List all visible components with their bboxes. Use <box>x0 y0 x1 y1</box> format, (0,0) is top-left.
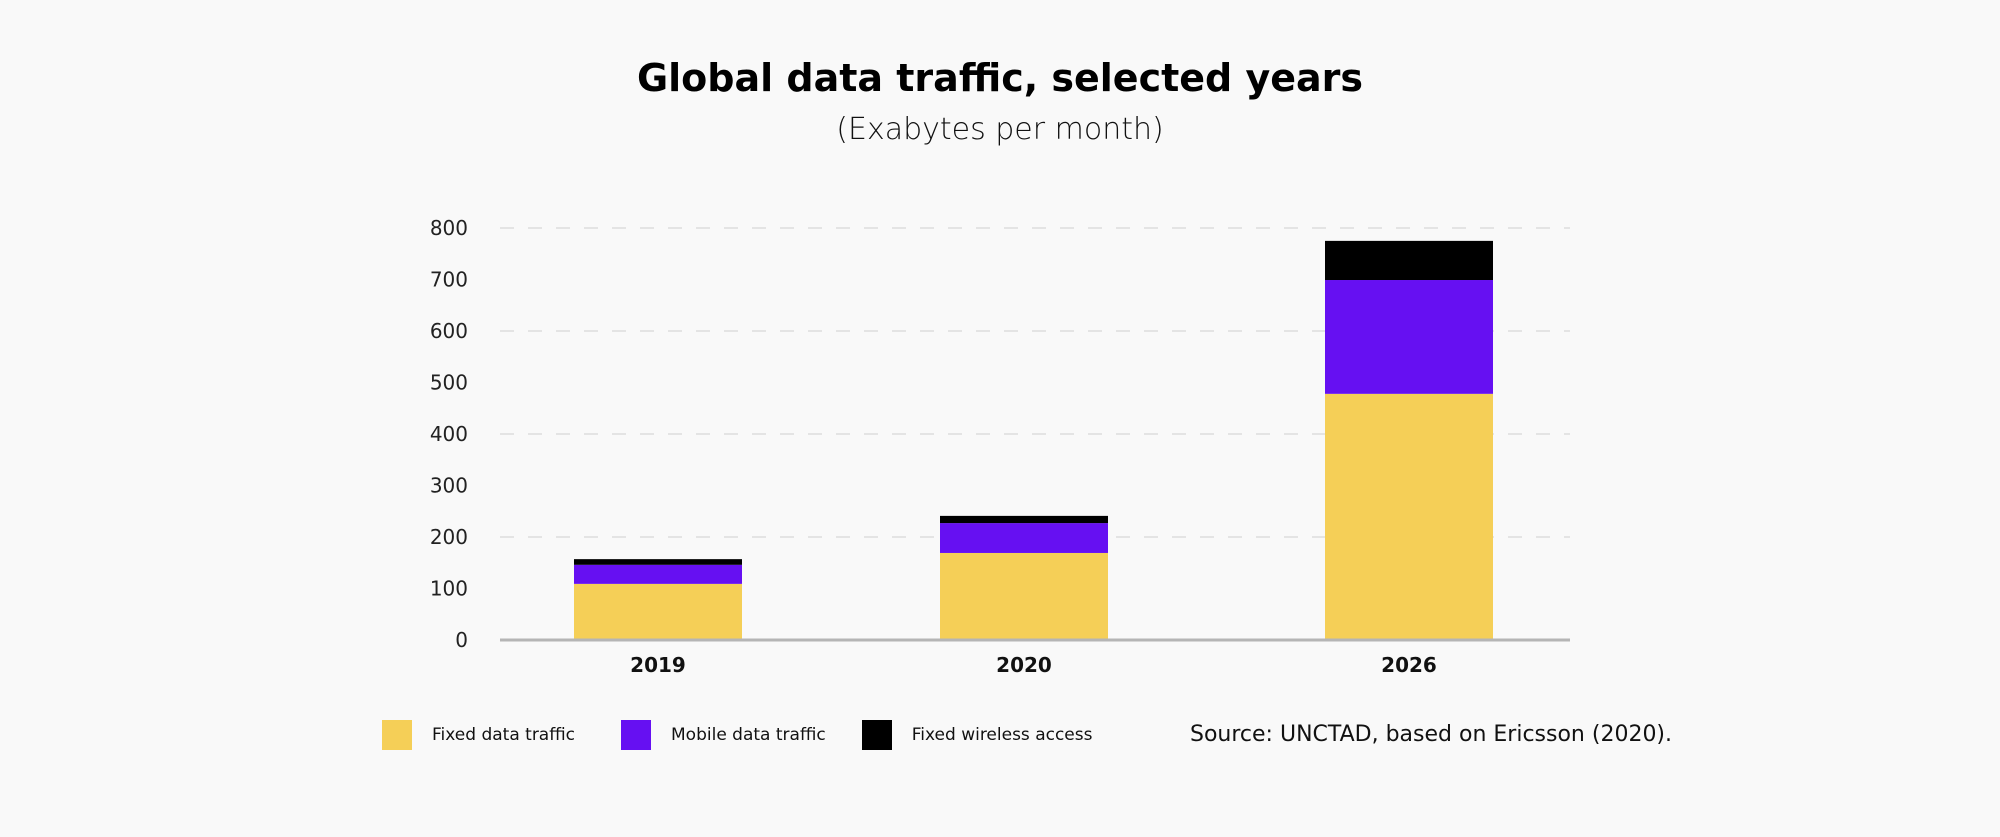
bar-2020-fixed-data-traffic <box>940 552 1108 640</box>
chart-title: Global data traffic, selected years <box>636 56 1364 100</box>
legend-label-fixed: Fixed data traffic <box>432 725 576 745</box>
y-tick-label: 300 <box>430 474 468 498</box>
y-tick-label: 800 <box>430 216 468 240</box>
bar-2019-fixed-wireless-access <box>574 559 742 565</box>
x-tick-label: 2026 <box>1381 653 1437 677</box>
bar-2026-fixed-data-traffic <box>1325 393 1493 640</box>
chart-subtitle: (Exabytes per month) <box>836 112 1164 147</box>
y-tick-label: 500 <box>430 371 468 395</box>
bar-2026-mobile-data-traffic <box>1325 280 1493 394</box>
legend-swatch-fwa <box>861 720 892 750</box>
y-tick-label: 100 <box>430 577 468 601</box>
legend-label-mobile: Mobile data traffic <box>671 725 826 745</box>
x-tick-label: 2019 <box>630 653 686 677</box>
y-tick-label: 400 <box>430 422 468 446</box>
y-tick-label: 200 <box>430 525 468 549</box>
y-tick-label: 600 <box>430 319 468 343</box>
bar-2020-fixed-wireless-access <box>940 515 1108 524</box>
legend: Fixed data traffic Mobile data traffic F… <box>382 720 1128 750</box>
bar-2019-fixed-data-traffic <box>574 583 742 640</box>
legend-swatch-fixed <box>382 720 412 750</box>
legend-item-fixed: Fixed data traffic <box>382 720 575 750</box>
y-tick-label: 700 <box>430 268 468 292</box>
bar-2026-fixed-wireless-access <box>1325 240 1493 281</box>
bar-2020-mobile-data-traffic <box>940 523 1108 553</box>
legend-swatch-mobile <box>621 720 652 750</box>
source-note: Source: UNCTAD, based on Ericsson (2020)… <box>1190 722 1673 747</box>
legend-item-fwa: Fixed wireless access <box>861 720 1093 750</box>
bar-2019-mobile-data-traffic <box>574 564 742 584</box>
y-tick-label: 0 <box>455 628 468 652</box>
x-tick-label: 2020 <box>996 653 1052 677</box>
legend-label-fwa: Fixed wireless access <box>911 725 1093 745</box>
legend-item-mobile: Mobile data traffic <box>621 720 826 750</box>
